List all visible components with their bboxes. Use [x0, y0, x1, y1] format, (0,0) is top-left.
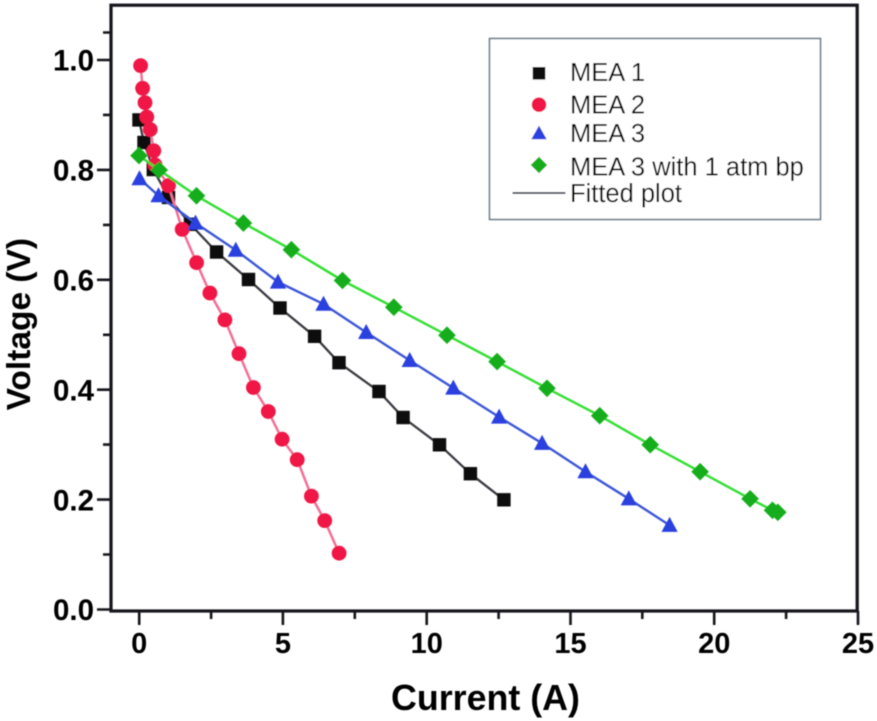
svg-text:0.0: 0.0: [53, 594, 94, 627]
svg-text:MEA 3 with 1 atm bp: MEA 3 with 1 atm bp: [570, 153, 804, 181]
svg-text:MEA 2: MEA 2: [570, 92, 645, 120]
svg-text:0: 0: [131, 628, 147, 660]
svg-text:1.0: 1.0: [53, 45, 94, 78]
svg-text:0.4: 0.4: [53, 374, 95, 407]
svg-text:Current (A): Current (A): [391, 678, 580, 718]
svg-text:10: 10: [411, 628, 443, 660]
svg-text:20: 20: [698, 628, 730, 660]
svg-text:0.6: 0.6: [53, 265, 94, 298]
svg-text:Fitted plot: Fitted plot: [570, 180, 682, 208]
svg-text:0.2: 0.2: [53, 484, 94, 517]
svg-text:25: 25: [842, 628, 874, 660]
svg-text:0.8: 0.8: [53, 155, 94, 188]
svg-text:15: 15: [554, 628, 586, 660]
svg-text:MEA 3: MEA 3: [570, 120, 645, 148]
svg-text:5: 5: [275, 628, 291, 660]
svg-text:Voltage (V): Voltage (V): [1, 238, 38, 410]
svg-text:MEA 1: MEA 1: [570, 59, 645, 87]
